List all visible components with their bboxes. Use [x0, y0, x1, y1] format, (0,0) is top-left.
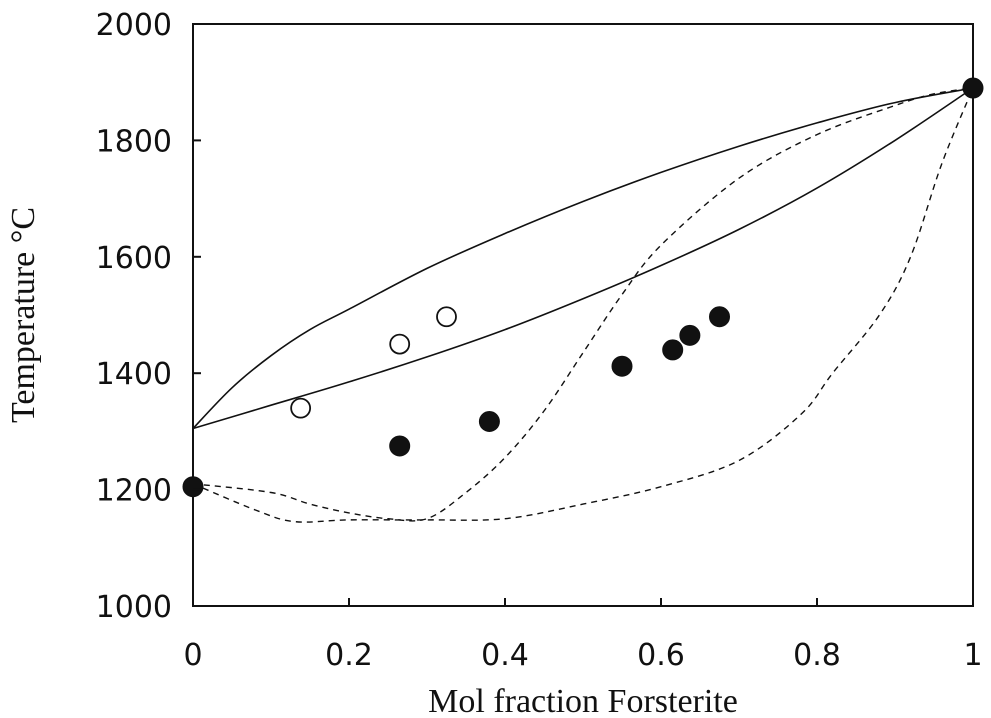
filled-data-point	[478, 411, 500, 433]
y-tick-label: 1600	[96, 241, 172, 276]
solid-curve-2	[192, 87, 974, 430]
x-axis-label: Mol fraction Forsterite	[428, 683, 738, 718]
open-data-point	[436, 306, 457, 328]
y-tick-label: 1000	[96, 590, 172, 625]
open-data-point	[290, 397, 312, 419]
x-tick-label: 1	[963, 638, 982, 673]
y-tick-label: 1400	[96, 357, 172, 392]
x-tick-label: 0.6	[637, 638, 685, 673]
x-tick-label: 0.2	[325, 638, 373, 673]
y-tick-label: 1800	[96, 124, 172, 159]
open-data-point	[389, 333, 411, 355]
solid-curve-1	[192, 87, 974, 430]
y-axis-label: Temperature °C	[5, 207, 42, 423]
y-tick-label: 2000	[96, 8, 172, 43]
filled-data-point	[679, 324, 701, 346]
points-layer	[182, 77, 984, 498]
filled-data-point	[611, 355, 633, 377]
x-tick-label: 0.4	[481, 638, 529, 673]
filled-data-point	[662, 339, 684, 361]
filled-data-point	[182, 476, 204, 498]
dashed-curve-4	[192, 87, 974, 523]
x-tick-label: 0	[183, 638, 202, 673]
filled-data-point	[389, 435, 411, 457]
filled-data-point	[962, 77, 984, 99]
y-tick-label: 1200	[96, 474, 172, 509]
filled-data-point	[709, 306, 730, 328]
x-tick-label: 0.8	[793, 638, 841, 673]
curves-layer	[192, 87, 974, 523]
x-axis-ticks: 0 0.2 0.4 0.6 0.8 1	[183, 598, 983, 673]
plot-frame	[192, 23, 974, 607]
dashed-curve-3	[192, 87, 974, 522]
y-axis-ticks: 1000 1200 1400 1600 1800 2000	[96, 8, 201, 625]
